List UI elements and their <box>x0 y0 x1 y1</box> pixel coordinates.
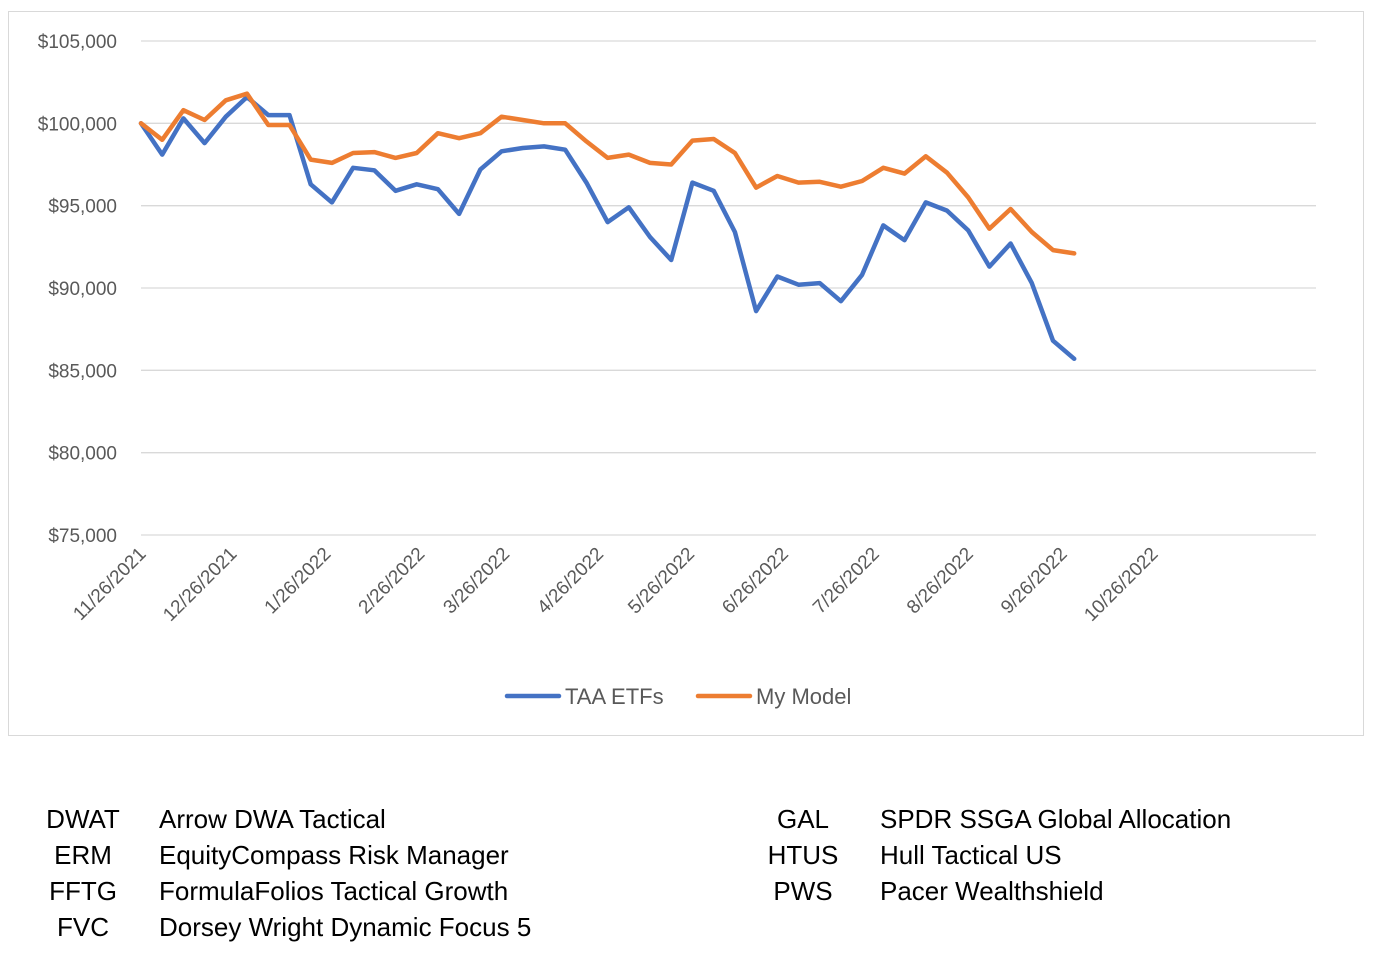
ticker-name: Pacer Wealthshield <box>880 876 1104 906</box>
y-tick-label: $100,000 <box>38 114 117 135</box>
x-tick-label: 7/26/2022 <box>809 544 884 619</box>
line-chart: $105,000 $100,000 $95,000 $90,000 $85,000 $80… <box>38 32 1316 709</box>
y-tick-label: $75,000 <box>48 526 117 547</box>
x-axis-ticks: 11/26/2021 12/26/2021 1/26/2022 2/26/2022 3/… <box>69 544 1162 626</box>
x-tick-label: 10/26/2022 <box>1080 544 1162 626</box>
ticker-symbol: HTUS <box>767 840 839 870</box>
y-tick-label: $90,000 <box>48 279 117 300</box>
ticker-symbol: FFTG <box>49 876 117 906</box>
series-lines <box>138 91 1077 362</box>
ticker-name: EquityCompass Risk Manager <box>159 840 509 870</box>
x-tick-label: 4/26/2022 <box>533 544 608 619</box>
x-tick-label: 8/26/2022 <box>903 544 978 619</box>
ticker-name: SPDR SSGA Global Allocation <box>880 804 1232 834</box>
x-tick-label: 2/26/2022 <box>355 544 430 619</box>
x-tick-label: 3/26/2022 <box>440 544 515 619</box>
series-line-1 <box>138 91 1077 256</box>
legend-label: TAA ETFs <box>565 684 664 709</box>
ticker-symbol: GAL <box>776 804 830 834</box>
ticker-name: Arrow DWA Tactical <box>159 804 386 834</box>
ticker-name: FormulaFolios Tactical Growth <box>159 876 509 906</box>
y-tick-label: $95,000 <box>48 197 117 218</box>
legend-label: My Model <box>756 684 851 709</box>
x-tick-label: 11/26/2021 <box>69 544 150 625</box>
y-tick-label: $80,000 <box>48 444 117 465</box>
x-tick-label: 12/26/2021 <box>159 544 241 626</box>
ticker-name: Dorsey Wright Dynamic Focus 5 <box>159 912 532 942</box>
x-tick-label: 5/26/2022 <box>624 544 699 619</box>
ticker-name: Hull Tactical US <box>880 840 1062 870</box>
y-axis-ticks: $105,000 $100,000 $95,000 $90,000 $85,000 $80… <box>38 32 117 547</box>
ticker-symbol: ERM <box>54 840 112 870</box>
ticker-symbol: FVC <box>57 912 109 942</box>
ticker-symbol: PWS <box>773 876 833 906</box>
legend: TAA ETFs My Model <box>504 684 851 709</box>
ticker-symbol: DWAT <box>46 804 120 834</box>
y-tick-label: $85,000 <box>48 361 117 382</box>
x-tick-label: 9/26/2022 <box>997 544 1072 619</box>
chart-frame <box>8 11 1364 736</box>
x-tick-label: 6/26/2022 <box>718 544 793 619</box>
series-line-0 <box>138 94 1077 362</box>
y-tick-label: $105,000 <box>38 32 117 53</box>
grid-lines <box>141 40 1316 536</box>
x-tick-label: 1/26/2022 <box>261 544 336 619</box>
